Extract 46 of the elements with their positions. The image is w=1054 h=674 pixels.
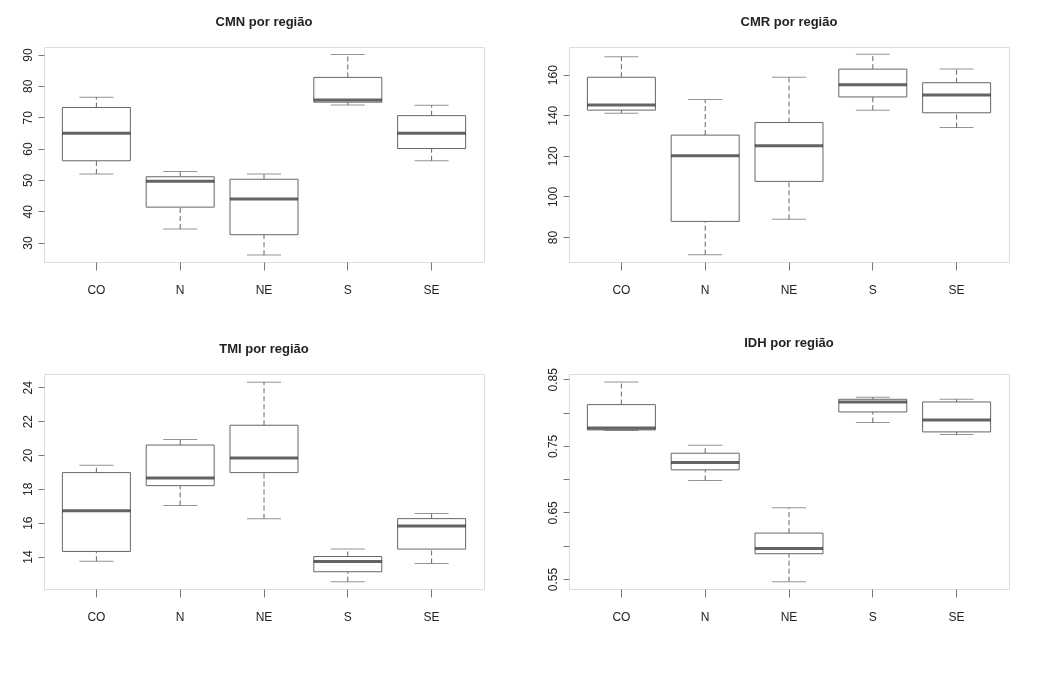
y-tick-label: 120 <box>545 145 560 167</box>
x-tick-label: S <box>343 609 352 624</box>
y-tick-label: 0.85 <box>545 367 560 392</box>
chart-title: CMN por região <box>215 14 313 29</box>
y-tick-label: 90 <box>20 48 35 62</box>
y-tick-label: 40 <box>20 204 35 219</box>
y-tick-label: 160 <box>545 64 560 86</box>
x-tick-label: S <box>343 282 352 297</box>
x-tick-label: NE <box>255 282 273 297</box>
x-tick-label: NE <box>780 282 798 297</box>
y-tick-label: 14 <box>20 550 35 564</box>
chart-title: CMR por região <box>740 14 838 29</box>
chart-title: IDH por região <box>744 334 834 350</box>
y-tick-label: 70 <box>20 110 35 125</box>
x-tick-label: CO <box>87 609 106 624</box>
x-tick-label: NE <box>780 609 798 624</box>
y-tick-label: 18 <box>20 482 35 497</box>
x-tick-label: N <box>700 609 710 624</box>
x-tick-label: SE <box>423 609 440 624</box>
y-tick-label: 16 <box>20 516 35 530</box>
y-tick-label: 0.55 <box>545 567 560 592</box>
x-tick-label: N <box>175 282 185 297</box>
x-tick-label: S <box>868 282 877 297</box>
y-tick-label: 50 <box>20 173 35 188</box>
y-tick-label: 22 <box>20 414 35 429</box>
x-tick-label: CO <box>612 282 631 297</box>
chart-title: TMI por região <box>219 341 309 356</box>
y-tick-label: 140 <box>545 105 560 126</box>
y-tick-label: 60 <box>20 142 35 156</box>
y-tick-label: 0.75 <box>545 434 560 459</box>
y-tick-label: 100 <box>545 186 560 207</box>
x-tick-label: CO <box>612 609 631 624</box>
x-tick-label: NE <box>255 609 273 624</box>
x-tick-label: N <box>700 282 710 297</box>
y-tick-label: 20 <box>20 448 35 463</box>
x-tick-label: SE <box>948 282 965 297</box>
y-tick-label: 30 <box>20 236 35 250</box>
y-tick-label: 80 <box>20 79 35 94</box>
x-tick-label: CO <box>87 282 106 297</box>
x-tick-label: SE <box>948 609 965 624</box>
y-tick-label: 80 <box>545 230 560 245</box>
x-tick-label: N <box>175 609 185 624</box>
x-tick-label: SE <box>423 282 440 297</box>
x-tick-label: S <box>868 609 877 624</box>
y-tick-label: 24 <box>20 380 35 395</box>
y-tick-label: 0.65 <box>545 500 560 525</box>
